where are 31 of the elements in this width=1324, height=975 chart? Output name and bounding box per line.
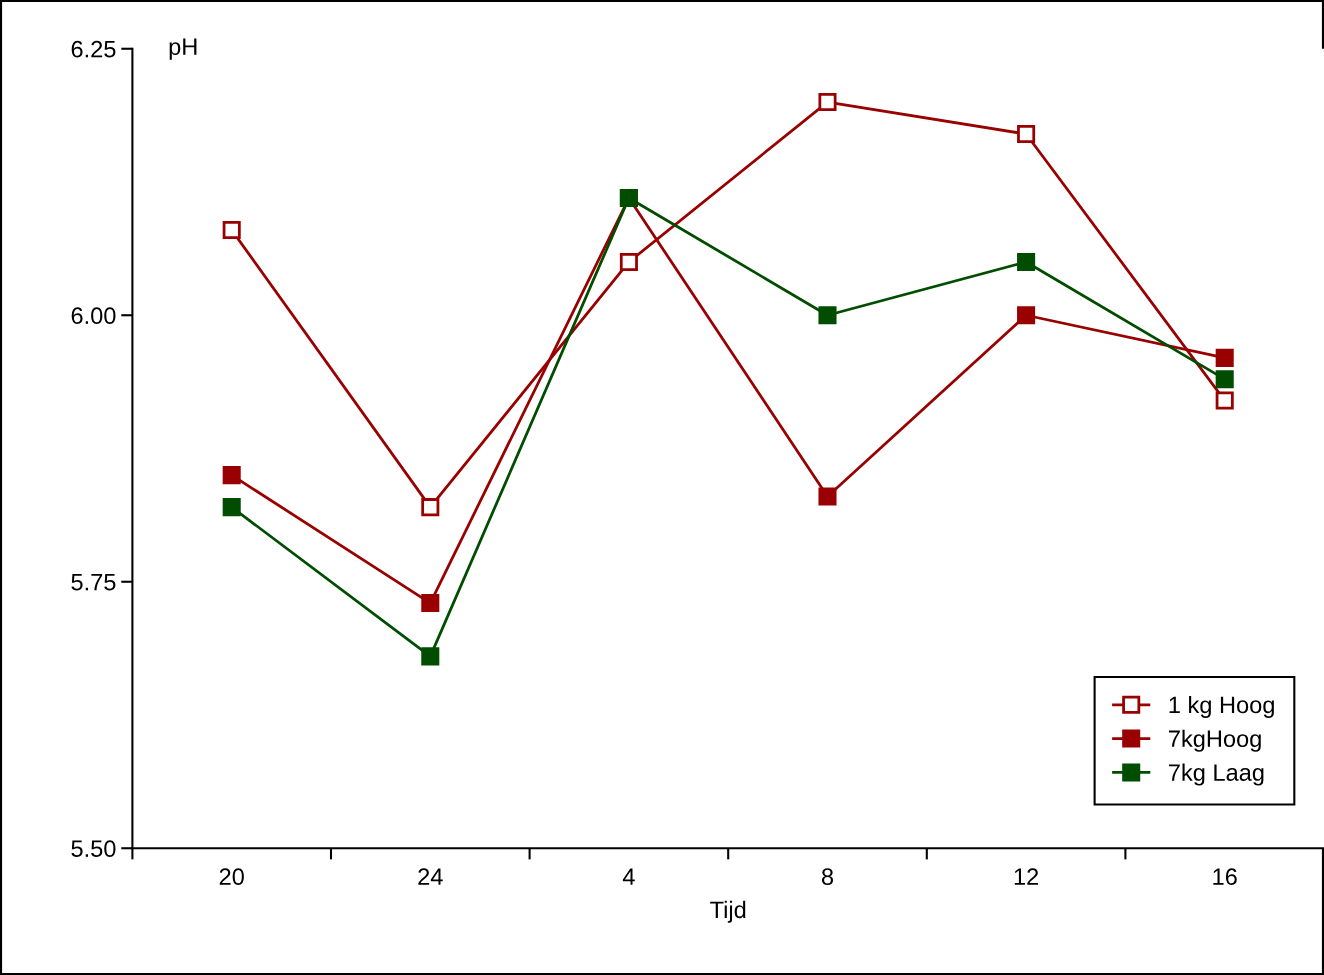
point — [1017, 125, 1036, 144]
point — [818, 487, 837, 506]
point — [1017, 306, 1036, 325]
x-tick-label: 12 — [1014, 868, 1039, 885]
point — [818, 93, 837, 112]
y-tick-label: 5.50 — [71, 840, 116, 858]
y-axis-title: pH — [169, 38, 197, 60]
y-tick-label: 6.25 — [71, 40, 116, 58]
y-tick-label: 6.00 — [71, 307, 116, 325]
point — [222, 466, 241, 485]
point — [421, 594, 440, 613]
point — [421, 498, 440, 517]
point — [421, 647, 440, 666]
y-tick-label: 5.75 — [71, 574, 116, 591]
x-tick-label: 24 — [418, 868, 443, 885]
legend-label: 7kgHoog — [1169, 729, 1261, 752]
x-tick-label: 4 — [622, 868, 635, 885]
point — [1017, 252, 1036, 271]
point — [1215, 370, 1234, 389]
x-tick-label: 8 — [821, 868, 834, 886]
point — [222, 498, 241, 517]
point — [619, 252, 638, 271]
legend-label: 7kg Laag — [1169, 763, 1264, 786]
x-axis-title: Tijd — [710, 900, 746, 923]
legend-label: 1 kg Hoog — [1169, 695, 1274, 718]
point — [222, 220, 241, 239]
x-tick-label: 16 — [1213, 868, 1237, 886]
point — [1215, 391, 1234, 410]
point — [1215, 348, 1234, 367]
x-tick-label: 20 — [219, 868, 244, 886]
point — [818, 306, 837, 325]
